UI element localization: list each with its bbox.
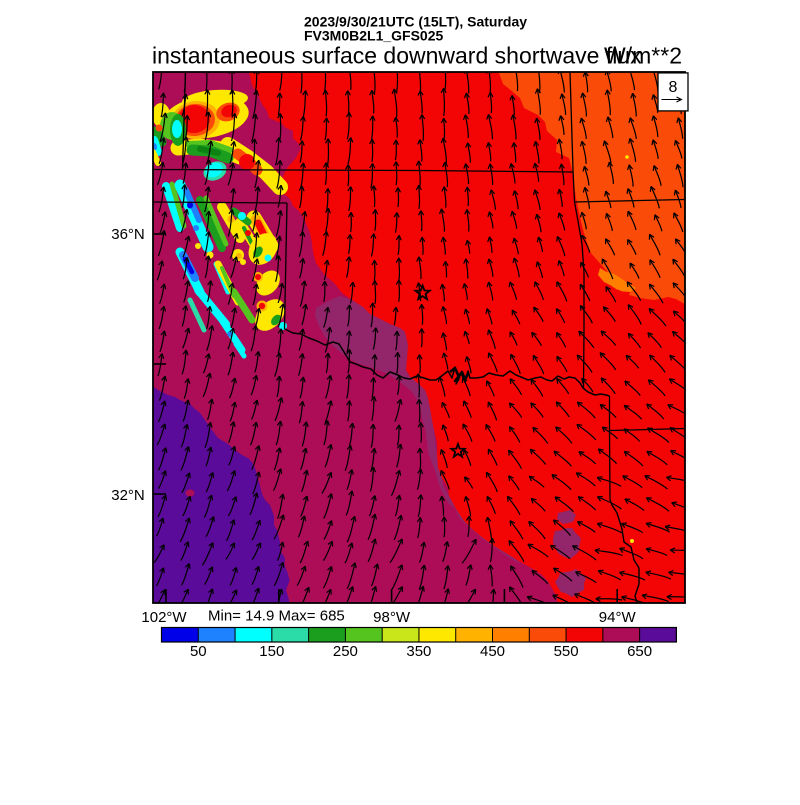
svg-text:150: 150 xyxy=(259,643,284,660)
svg-text:250: 250 xyxy=(333,643,358,660)
svg-text:W/m**2: W/m**2 xyxy=(604,43,682,69)
svg-text:94°W: 94°W xyxy=(599,609,637,626)
svg-text:instantaneous surface downward: instantaneous surface downward shortwave… xyxy=(152,43,642,69)
svg-text:8: 8 xyxy=(669,79,678,96)
svg-text:98°W: 98°W xyxy=(373,609,411,626)
svg-text:450: 450 xyxy=(480,643,505,660)
svg-text:50: 50 xyxy=(190,643,207,660)
svg-text:102°W: 102°W xyxy=(141,609,187,626)
svg-text:32°N: 32°N xyxy=(111,487,145,504)
svg-text:350: 350 xyxy=(406,643,431,660)
svg-text:FV3M0B2L1_GFS025: FV3M0B2L1_GFS025 xyxy=(304,28,443,44)
svg-text:Min= 14.9 Max= 685: Min= 14.9 Max= 685 xyxy=(208,608,345,625)
svg-text:36°N: 36°N xyxy=(111,226,145,243)
svg-text:550: 550 xyxy=(554,643,579,660)
svg-text:2023/9/30/21UTC (15LT), Saturd: 2023/9/30/21UTC (15LT), Saturday xyxy=(304,13,527,29)
svg-text:650: 650 xyxy=(627,643,652,660)
